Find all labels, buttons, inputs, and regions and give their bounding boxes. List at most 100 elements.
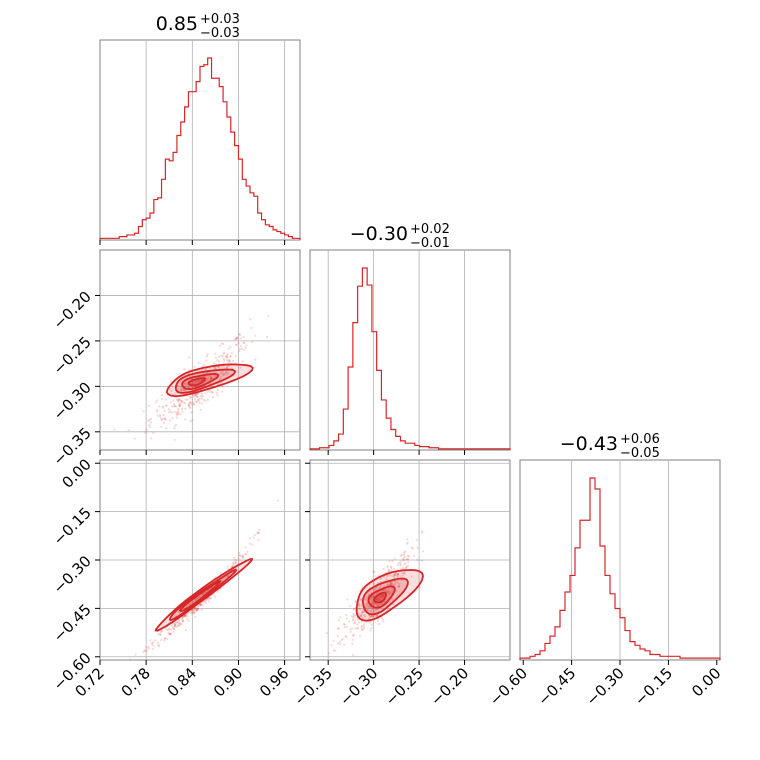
p2-vs-p3-point [388,569,391,572]
p1-vs-p3-point [164,637,167,640]
p1-vs-p3-point [181,616,184,620]
p1-vs-p3-point [143,648,146,652]
p1-vs-p3-point [198,604,201,608]
p1-vs-p3-ytick-label: −0.30 [50,552,95,597]
p2-vs-p3-point [377,604,380,607]
p1-vs-p3-point [199,603,203,606]
p2-vs-p3-point [360,598,363,601]
p1-vs-p3-point [226,565,229,568]
p1-vs-p2-point [225,370,228,373]
p1-vs-p2-point [209,374,212,378]
p2-vs-p3-point [376,592,379,595]
p2-vs-p3-point [396,581,399,584]
p2-vs-p3-point [362,624,365,628]
p1-vs-p2-point [238,347,242,350]
p2-vs-p3-point [368,621,371,624]
p1-vs-p2-point [175,423,178,426]
p1-vs-p2-point [170,411,174,414]
p2-vs-p3-point [418,586,422,589]
p2-vs-p3-point [370,615,373,618]
p1-vs-p3-point [163,639,166,642]
p1-vs-p3-point [183,614,186,618]
p2-vs-p3-point [368,606,371,610]
p1-vs-p2-point [235,336,239,339]
p1-vs-p2-point [194,394,197,397]
p1-vs-p2-point [205,359,208,362]
p1-vs-p3-point [157,643,160,647]
p1-vs-p2-point [183,368,186,371]
p1-vs-p3-point [159,633,162,636]
p2-vs-p3-point [397,572,400,576]
p1-vs-p3-point [156,641,160,644]
p1-vs-p3-point [238,554,242,557]
p1-vs-p3-point [234,561,237,564]
p1-vs-p2-point [224,355,227,358]
p2-vs-p3-point [344,634,347,638]
p2-vs-p3-contours [355,569,424,622]
p2-vs-p3-point [356,626,359,630]
p2-vs-p3-point [332,639,335,642]
p2-vs-p3-point [371,600,374,604]
p1-vs-p2-point [195,394,198,398]
p2-vs-p3-point [421,531,424,534]
p1-vs-p2-point [226,360,229,363]
p2-vs-p3-point [404,567,407,570]
p1-vs-p2-point [214,356,218,359]
p2-vs-p3-point [362,613,365,617]
p1-vs-p3-point [161,629,164,632]
p2-vs-p3-point [386,565,389,568]
p1-vs-p2-point [159,417,163,420]
p1-vs-p3-point [184,614,187,617]
p1-vs-p2-point [179,389,183,392]
p2-vs-p3-point [399,574,402,578]
p1-vs-p3-point [170,624,174,627]
p1-vs-p2-point [204,380,208,383]
p2-marginal-title-plus: +0.02 [410,222,450,237]
p2-vs-p3-point [381,618,384,621]
p1-vs-p2-point [142,410,145,413]
p2-vs-p3-point [351,653,355,657]
p2-vs-p3-point [364,615,367,618]
p1-vs-p2-point [169,410,172,413]
p1-vs-p2-point [228,360,231,363]
p2-vs-p3-point [365,604,368,607]
p2-vs-p3-point [405,566,408,569]
p1-vs-p2-point [171,417,174,420]
p1-vs-p2-point [188,401,191,404]
p2-vs-p3-point [405,558,408,561]
p1-vs-p2-point [243,348,246,352]
p2-vs-p3-point [345,636,348,639]
p2-vs-p3-point [381,595,384,598]
p1-vs-p3-point [152,644,155,647]
p1-vs-p2-point [156,410,159,413]
p2-vs-p3-point [379,602,382,606]
p2-vs-p3-point [402,553,405,556]
p1-vs-p2-point [221,385,224,388]
p1-vs-p2-point [161,418,164,421]
p1-vs-p3-point [178,624,181,627]
p2-vs-p3-point [360,620,363,623]
p1-vs-p3-point [173,625,176,628]
p1-vs-p2-point [206,398,209,401]
p1-vs-p3-point [187,619,190,622]
p1-vs-p2-point [214,366,217,369]
p2-vs-p3-point [396,575,399,579]
p1-vs-p2-point [210,377,213,380]
p2-vs-p3-point [361,585,364,588]
p1-vs-p2-point [180,386,183,389]
p1-vs-p3-point [192,608,195,611]
p1-vs-p2-point [217,355,221,358]
p1-vs-p3-point [237,560,241,563]
p1-vs-p2-point [154,401,157,404]
p2-vs-p3-point [384,588,387,591]
p2-vs-p3-point [367,606,370,609]
p2-vs-p3-point [379,594,383,598]
p1-vs-p3-point [173,624,176,627]
p1-vs-p2-point [243,341,246,345]
p2-vs-p3-point [374,610,378,613]
p1-vs-p2-contours [166,363,254,398]
p2-vs-p3-point [359,613,363,616]
p1-vs-p2-point [235,337,238,340]
p1-vs-p2-point [244,346,247,349]
p2-vs-p3-point [420,530,423,533]
